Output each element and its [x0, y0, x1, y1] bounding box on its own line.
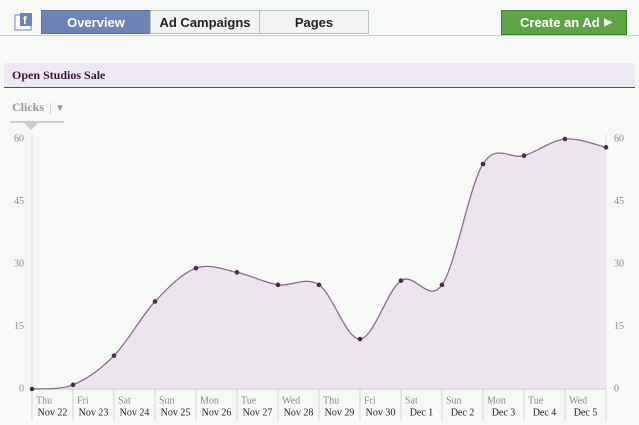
x-tick-weekday: Wed: [569, 395, 587, 406]
y2-tick-label: 45: [614, 196, 624, 207]
y2-tick-label: 30: [614, 258, 624, 269]
create-button[interactable]: Create an Ad ▶: [501, 10, 627, 35]
pointer: [24, 123, 38, 130]
x-tick-weekday: Wed: [282, 395, 300, 406]
x-tick-label: Nov 25: [161, 407, 191, 418]
x-tick-label: Nov 30: [366, 407, 396, 418]
y2-tick-label: 15: [614, 321, 624, 332]
x-tick-label: Nov 23: [79, 407, 109, 418]
x-tick-weekday: Fri: [364, 395, 376, 406]
x-tick-label: Dec 5: [574, 407, 598, 418]
x-tick-weekday: Mon: [487, 395, 506, 406]
app-icon[interactable]: f: [14, 12, 34, 32]
point: [234, 270, 240, 275]
x-tick-label: Nov 28: [284, 407, 314, 418]
x-tick-label: Dec 4: [533, 407, 557, 418]
point: [152, 299, 158, 304]
tab[interactable]: Ad Campaigns: [150, 10, 260, 34]
y-tick-label: 60: [14, 133, 24, 144]
point: [193, 265, 199, 271]
tab[interactable]: Overview: [41, 10, 151, 34]
x-tick-label: Nov 27: [243, 407, 273, 418]
svg-text:f: f: [23, 15, 27, 27]
y-tick-label: 0: [19, 383, 24, 394]
section-header: Open Studios Sale: [4, 63, 635, 88]
x-tick-label: Nov 24: [120, 407, 150, 418]
x-tick-label: Dec 2: [451, 407, 475, 418]
point: [480, 161, 486, 167]
point: [562, 136, 568, 142]
point: [316, 282, 322, 288]
point: [29, 386, 35, 392]
tab[interactable]: Pages: [259, 10, 369, 34]
metric-label: Clicks: [12, 100, 45, 114]
x-tick-label: Dec 1: [410, 407, 434, 418]
x-tick-weekday: Thu: [36, 395, 52, 406]
y-tick-label: 15: [14, 321, 24, 332]
x-tick-label: Nov 29: [325, 407, 355, 418]
area: [32, 138, 606, 389]
x-tick-label: Nov 26: [202, 407, 232, 418]
top-bar: [0, 35, 639, 36]
x-tick-weekday: Fri: [77, 395, 89, 406]
point: [70, 382, 76, 388]
x-tick-weekday: Tue: [241, 395, 257, 406]
line: [31, 138, 607, 390]
arrow: ▶: [604, 17, 612, 28]
y-tick-label: 30: [14, 258, 24, 269]
x-tick-label: Dec 3: [492, 407, 516, 418]
x-tick-weekday: Sat: [118, 395, 131, 406]
x-tick-weekday: Tue: [528, 395, 544, 406]
metric-dropdown[interactable]: Clicks ▼: [12, 100, 65, 115]
point: [275, 282, 281, 288]
x-tick-weekday: Sun: [446, 395, 462, 406]
x-tick-weekday: Sat: [405, 395, 418, 406]
point: [111, 353, 117, 358]
y2-tick-label: 60: [614, 133, 624, 144]
x-tick-weekday: Sun: [159, 395, 175, 406]
point: [603, 145, 609, 150]
point: [357, 336, 363, 342]
point: [398, 278, 404, 283]
dropdown-underline: [10, 121, 64, 123]
x-tick-label: Nov 22: [38, 407, 68, 418]
point: [521, 153, 527, 158]
point: [439, 282, 445, 288]
dropdown-arrow: ▼: [50, 103, 65, 114]
y-tick-label: 45: [14, 196, 24, 207]
x-tick-weekday: Thu: [323, 395, 339, 406]
x-tick-weekday: Mon: [200, 395, 219, 406]
button-label: Create an Ad: [520, 15, 600, 30]
y2-tick-label: 0: [614, 383, 619, 394]
